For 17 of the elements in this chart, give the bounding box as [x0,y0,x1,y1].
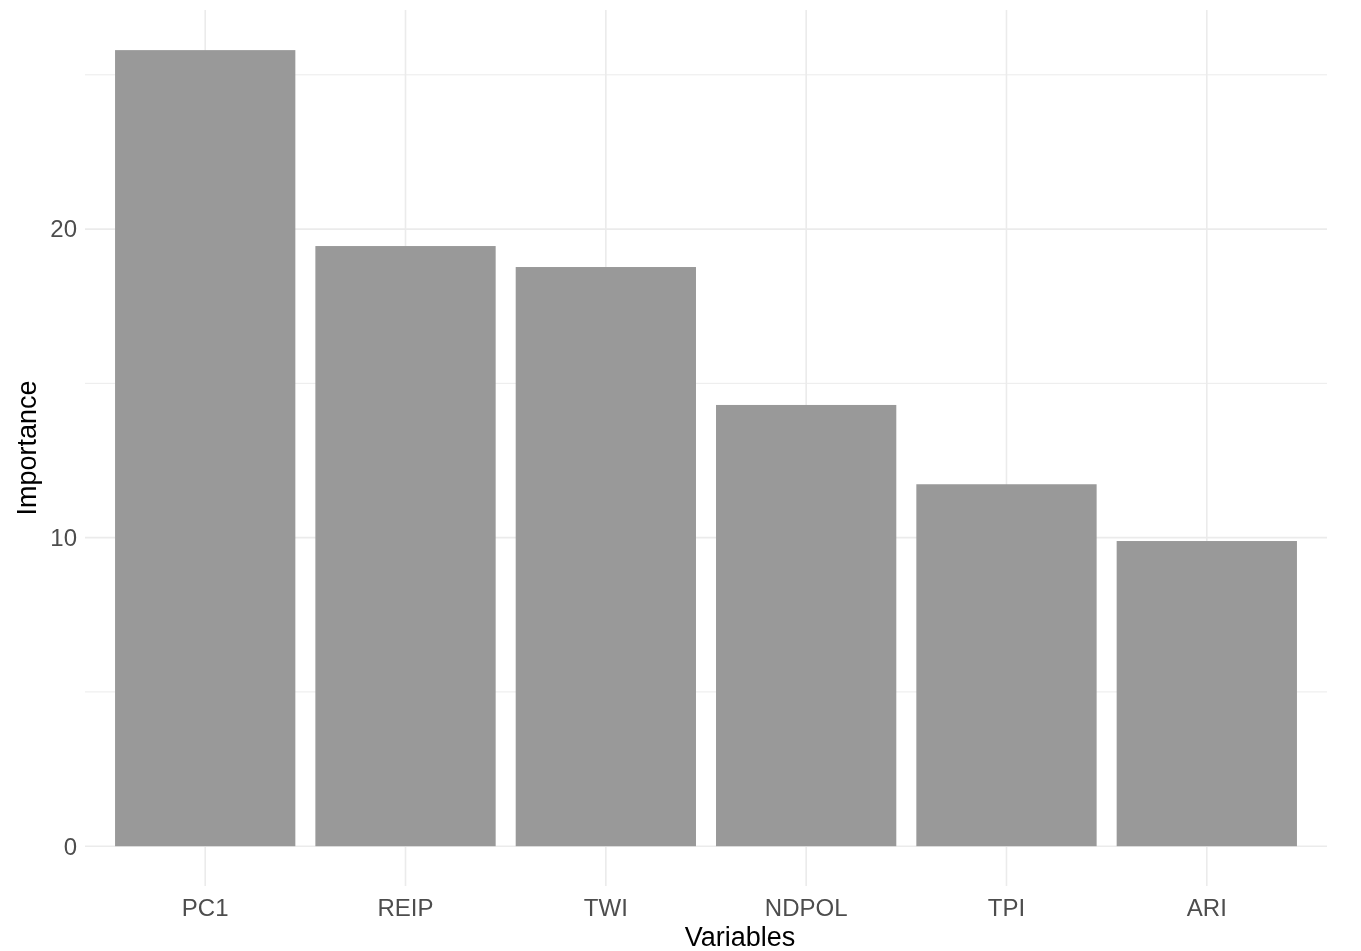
y-axis-title: Importance [12,380,42,516]
x-tick-label: REIP [377,894,434,921]
bar [515,267,696,847]
y-tick-label: 10 [50,524,77,552]
x-tick-label: PC1 [181,894,229,921]
x-tick-label: NDPOL [764,894,848,921]
x-tick-label: TPI [987,894,1026,921]
y-tick-label: 20 [50,215,77,243]
x-tick-label: ARI [1186,894,1227,921]
x-tick-label: TWI [583,894,628,921]
bar [916,484,1097,847]
x-axis-title: Variables [684,922,796,951]
bar [1116,541,1297,847]
bar [115,50,296,847]
bar [716,404,897,847]
y-tick-label: 0 [63,832,77,860]
bar [315,246,496,847]
